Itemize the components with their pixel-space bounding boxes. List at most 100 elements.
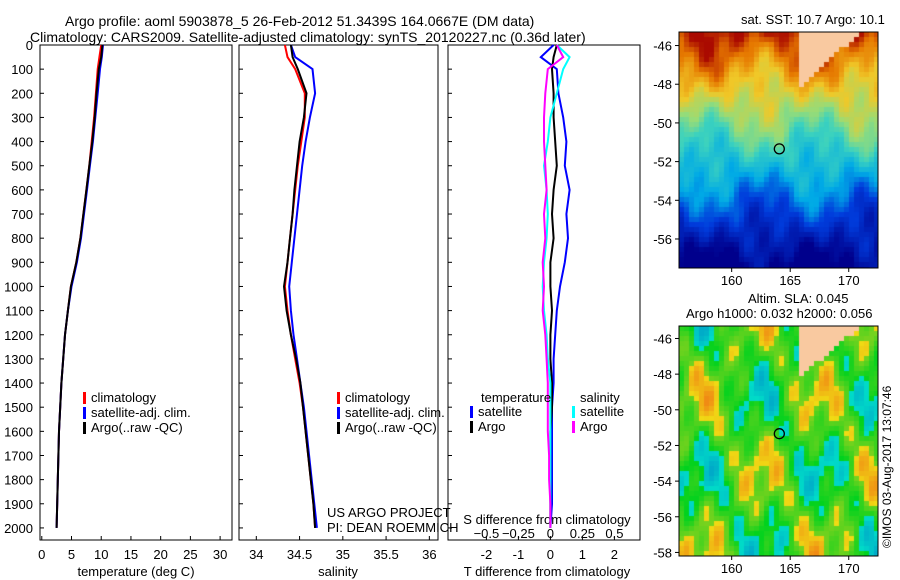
map1-lon-tick-label: 170 bbox=[838, 273, 860, 288]
depth-tick-label: 300 bbox=[11, 110, 33, 125]
s-diff-tick-label: −0.5 bbox=[474, 526, 500, 541]
map2-lon-tick-label: 170 bbox=[838, 561, 860, 576]
salinity-legend-swatch bbox=[337, 422, 340, 434]
s-diff-tick-label: 0.5 bbox=[605, 526, 623, 541]
map2-argo-marker bbox=[773, 428, 785, 440]
depth-tick-label: 1300 bbox=[4, 352, 33, 367]
depth-tick-label: 1200 bbox=[4, 328, 33, 343]
map1-lat-tick-label: -54 bbox=[653, 193, 672, 208]
temperature-tick-label: 5 bbox=[68, 547, 75, 562]
depth-tick-label: 2000 bbox=[4, 521, 33, 536]
depth-tick-label: 1700 bbox=[4, 448, 33, 463]
salinity-tick-label: 34 bbox=[249, 547, 263, 562]
temperature-legend-label: satellite-adj. clim. bbox=[91, 405, 191, 420]
s-legend-title: salinity bbox=[580, 390, 620, 405]
title-line-2: Climatology: CARS2009. Satellite-adjuste… bbox=[30, 29, 586, 45]
panel-3-frame bbox=[447, 44, 641, 541]
imos-credit: ©IMOS 03-Aug-2017 13:07:46 bbox=[880, 385, 894, 548]
depth-tick-label: 100 bbox=[11, 62, 33, 77]
temperature-axis-label: temperature (deg C) bbox=[77, 564, 194, 579]
pi-annotation: PI: DEAN ROEMMICH bbox=[327, 520, 458, 535]
salinity-line-2 bbox=[282, 44, 317, 528]
map1-lat-tick-label: -52 bbox=[653, 155, 672, 170]
depth-tick-label: 600 bbox=[11, 183, 33, 198]
map1-lat-tick-label: -50 bbox=[653, 116, 672, 131]
salinity-legend-label: satellite-adj. clim. bbox=[345, 405, 445, 420]
depth-tick-label: 0 bbox=[26, 38, 33, 53]
s-diff-tick-label: 0.25 bbox=[570, 526, 595, 541]
map2-lat-tick-label: -58 bbox=[653, 545, 672, 560]
depth-tick-label: 1500 bbox=[4, 400, 33, 415]
map2-lat-tick-label: -50 bbox=[653, 403, 672, 418]
temperature-tick-label: 20 bbox=[153, 547, 167, 562]
salinity-legend-label: Argo(..raw -QC) bbox=[345, 420, 437, 435]
temperature-legend-swatch bbox=[83, 422, 86, 434]
depth-tick-label: 900 bbox=[11, 255, 33, 270]
diff-line-0 bbox=[539, 44, 571, 528]
map1-lon-tick-label: 165 bbox=[779, 273, 801, 288]
temperature-legend-label: Argo(..raw -QC) bbox=[91, 420, 183, 435]
s-diff-legend-swatch bbox=[572, 406, 575, 418]
t-diff-tick-label: -1 bbox=[513, 547, 525, 562]
map2-lon-tick-label: 165 bbox=[779, 561, 801, 576]
map1-lat-tick-label: -46 bbox=[653, 39, 672, 54]
depth-tick-label: 1900 bbox=[4, 497, 33, 512]
sla-map-title-2: Argo h1000: 0.032 h2000: 0.056 bbox=[686, 306, 873, 321]
depth-tick-label: 1600 bbox=[4, 424, 33, 439]
t-diff-tick-label: 1 bbox=[579, 547, 586, 562]
s-diff-tick-label: 0 bbox=[547, 526, 554, 541]
depth-tick-label: 400 bbox=[11, 135, 33, 150]
title-line-1: Argo profile: aoml 5903878_5 26-Feb-2012… bbox=[65, 13, 535, 29]
depth-tick-label: 1000 bbox=[4, 279, 33, 294]
depth-tick-label: 500 bbox=[11, 159, 33, 174]
depth-tick-label: 1100 bbox=[5, 304, 33, 319]
s-diff-tick-label: −0.25 bbox=[502, 526, 535, 541]
salinity-tick-label: 36 bbox=[422, 547, 436, 562]
map2-lat-tick-label: -48 bbox=[653, 367, 672, 382]
salinity-legend-swatch bbox=[337, 392, 340, 404]
map1-frame bbox=[678, 31, 879, 269]
salinity-tick-label: 35.5 bbox=[373, 547, 398, 562]
temperature-line-2 bbox=[55, 44, 104, 528]
salinity-legend-label: climatology bbox=[345, 390, 411, 405]
depth-tick-label: 1800 bbox=[4, 473, 33, 488]
salinity-legend-swatch bbox=[337, 407, 340, 419]
map1-lat-tick-label: -56 bbox=[653, 232, 672, 247]
map2-lat-tick-label: -52 bbox=[653, 438, 672, 453]
temperature-legend-label: climatology bbox=[91, 390, 157, 405]
sla-map-title-1: Altim. SLA: 0.045 bbox=[748, 291, 849, 306]
s-diff-legend-swatch bbox=[572, 421, 575, 433]
panel-1-frame bbox=[39, 44, 233, 541]
t-diff-tick-label: 0 bbox=[547, 547, 554, 562]
temperature-tick-label: 30 bbox=[213, 547, 227, 562]
temperature-tick-label: 0 bbox=[38, 547, 45, 562]
t-diff-legend-label: satellite bbox=[478, 404, 522, 419]
s-diff-axis-label: S difference from climatology bbox=[463, 512, 631, 527]
sla-map bbox=[679, 326, 878, 556]
depth-tick-label: 800 bbox=[11, 231, 33, 246]
salinity-axis-label: salinity bbox=[318, 564, 358, 579]
sst-map bbox=[679, 32, 878, 268]
map2-lat-tick-label: -54 bbox=[653, 474, 672, 489]
s-diff-legend-label: satellite bbox=[580, 404, 624, 419]
diff-line-3 bbox=[541, 44, 565, 528]
t-diff-legend-swatch bbox=[470, 421, 473, 433]
project-annotation: US ARGO PROJECT bbox=[327, 505, 451, 520]
depth-tick-label: 700 bbox=[11, 207, 33, 222]
map1-lat-tick-label: -48 bbox=[653, 77, 672, 92]
temperature-legend-swatch bbox=[83, 407, 86, 419]
salinity-tick-label: 34.5 bbox=[287, 547, 312, 562]
temperature-tick-label: 10 bbox=[94, 547, 108, 562]
map1-argo-marker bbox=[773, 143, 785, 155]
salinity-tick-label: 35 bbox=[336, 547, 350, 562]
t-diff-tick-label: -2 bbox=[481, 547, 493, 562]
t-diff-legend-swatch bbox=[470, 406, 473, 418]
temperature-tick-label: 25 bbox=[183, 547, 197, 562]
t-diff-tick-label: 2 bbox=[611, 547, 618, 562]
depth-tick-label: 200 bbox=[11, 86, 33, 101]
map2-lat-tick-label: -56 bbox=[653, 510, 672, 525]
panel-2-frame bbox=[238, 44, 439, 541]
map2-lon-tick-label: 160 bbox=[721, 561, 743, 576]
